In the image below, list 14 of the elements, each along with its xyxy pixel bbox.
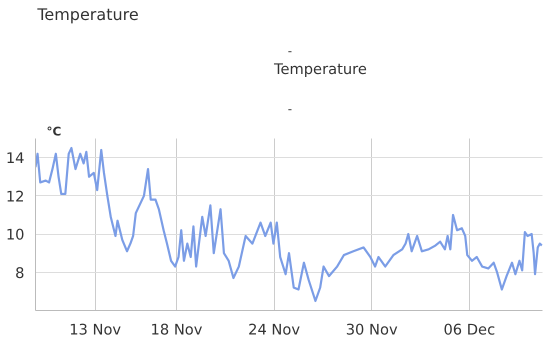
y-tick-label: 12 <box>6 188 25 206</box>
x-tick-label: 13 Nov <box>69 322 122 338</box>
text: - <box>288 44 292 58</box>
text: Temperature <box>36 5 139 24</box>
x-tick-label: 24 Nov <box>248 322 300 338</box>
y-tick-label: 14 <box>6 150 25 168</box>
x-tick-label: 30 Nov <box>346 322 398 338</box>
y-tick-label: 8 <box>15 264 25 282</box>
x-tick-label: 06 Dec <box>443 322 496 338</box>
y-axis-title: °C <box>46 124 62 138</box>
x-tick-label: 18 Nov <box>150 322 203 338</box>
text: - <box>288 102 292 116</box>
chart-title: Temperature <box>274 61 367 78</box>
y-tick-label: 10 <box>6 226 25 244</box>
